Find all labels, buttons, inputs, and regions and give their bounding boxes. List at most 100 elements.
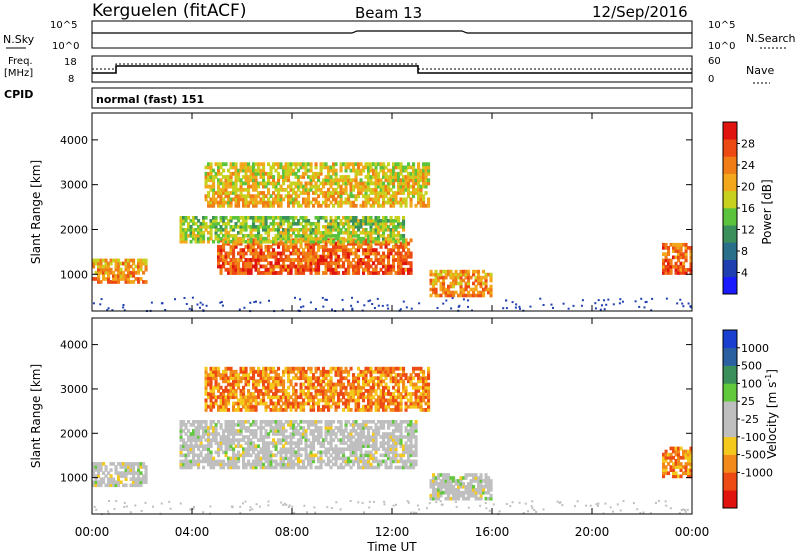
echo-cell <box>274 447 278 451</box>
echo-cell <box>364 408 368 412</box>
echo-cell <box>454 493 458 498</box>
echo-cell <box>227 200 231 205</box>
echo-cell <box>369 389 373 393</box>
echo-cell <box>242 453 246 458</box>
echo-cell <box>284 216 288 220</box>
echo-cell <box>379 225 383 229</box>
echo-cell <box>479 476 483 480</box>
echo-cell <box>672 255 676 260</box>
echo-cell <box>277 258 281 262</box>
echo-cell <box>374 376 378 381</box>
echo-cell <box>299 241 303 246</box>
echo-cell <box>407 184 411 189</box>
echo-cell <box>379 203 383 208</box>
echo-cell <box>219 200 223 205</box>
echo-cell <box>322 194 326 199</box>
echo-cell <box>372 459 376 464</box>
echo-cell <box>327 420 331 424</box>
echo-cell <box>224 398 228 403</box>
echo-cell <box>264 373 268 377</box>
echo-cell <box>284 392 288 396</box>
echo-cell <box>259 181 263 186</box>
colorbar-swatch <box>723 156 737 174</box>
echo-cell <box>392 438 396 442</box>
echo-cell <box>237 444 241 448</box>
echo-cell <box>352 238 356 243</box>
echo-cell <box>237 231 241 235</box>
echo-cell <box>259 429 263 433</box>
echo-cell <box>282 219 286 223</box>
echo-cell <box>389 236 393 241</box>
echo-cell <box>394 165 398 170</box>
echo-cell <box>224 241 228 246</box>
echo-cell <box>487 479 491 483</box>
echo-cell <box>374 248 378 253</box>
echo-cell <box>94 465 98 469</box>
echo-cell <box>464 496 468 501</box>
echo-cell <box>304 187 308 192</box>
echo-cell <box>339 248 343 253</box>
echo-cell <box>257 444 261 448</box>
echo-cell <box>457 482 461 486</box>
echo-cell <box>387 385 391 390</box>
echo-cell <box>229 244 233 249</box>
echo-cell <box>312 441 316 445</box>
echo-cell <box>134 270 138 275</box>
echo-cell <box>139 267 143 272</box>
echo-cell <box>209 441 213 445</box>
echo-cell <box>344 165 348 170</box>
echo-cell <box>269 168 273 173</box>
echo-cell <box>384 241 388 246</box>
echo-cell <box>207 404 211 409</box>
echo-cell <box>309 168 313 173</box>
echo-cell <box>419 392 423 396</box>
echo-cell <box>274 444 278 448</box>
echo-cell <box>469 490 473 495</box>
echo-cell <box>337 450 341 455</box>
echo-cell <box>244 426 248 430</box>
echo-cell <box>109 267 113 272</box>
echo-cell <box>467 290 471 295</box>
echo-cell <box>242 438 246 442</box>
echo-cell <box>262 398 266 403</box>
echo-cell <box>417 168 421 173</box>
echo-cell <box>282 379 286 384</box>
echo-cell <box>217 261 221 266</box>
echo-cell <box>394 175 398 179</box>
echo-cell <box>229 248 233 253</box>
echo-cell <box>209 432 213 436</box>
echo-cell <box>309 258 313 262</box>
echo-cell <box>184 219 188 223</box>
echo-cell <box>422 203 426 208</box>
echo-cell <box>104 483 108 488</box>
echo-cell <box>364 203 368 208</box>
echo-cell <box>212 432 216 436</box>
echo-cell <box>349 231 353 235</box>
echo-cell <box>139 277 143 281</box>
echo-cell <box>379 395 383 400</box>
echo-cell <box>337 228 341 232</box>
echo-cell <box>282 181 286 186</box>
echo-cell <box>287 165 291 170</box>
echo-cell <box>414 175 418 179</box>
echo-cell <box>394 219 398 223</box>
echo-cell <box>407 187 411 192</box>
echo-cell <box>389 465 393 470</box>
echo-cell <box>434 479 438 483</box>
echo-cell <box>429 482 433 486</box>
echo-cell <box>399 373 403 377</box>
echo-cell <box>479 482 483 486</box>
echo-cell <box>297 423 301 427</box>
echo-cell <box>214 175 218 179</box>
echo-cell <box>489 496 493 501</box>
echo-cell <box>402 184 406 189</box>
echo-cell <box>294 267 298 272</box>
echo-cell <box>407 254 411 259</box>
echo-cell <box>342 251 346 256</box>
echo-cell <box>662 242 666 247</box>
echo-cell <box>297 187 301 192</box>
echo-cell <box>294 239 298 244</box>
echo-cell <box>404 376 408 381</box>
echo-cell <box>307 234 311 238</box>
echo-cell <box>302 376 306 381</box>
